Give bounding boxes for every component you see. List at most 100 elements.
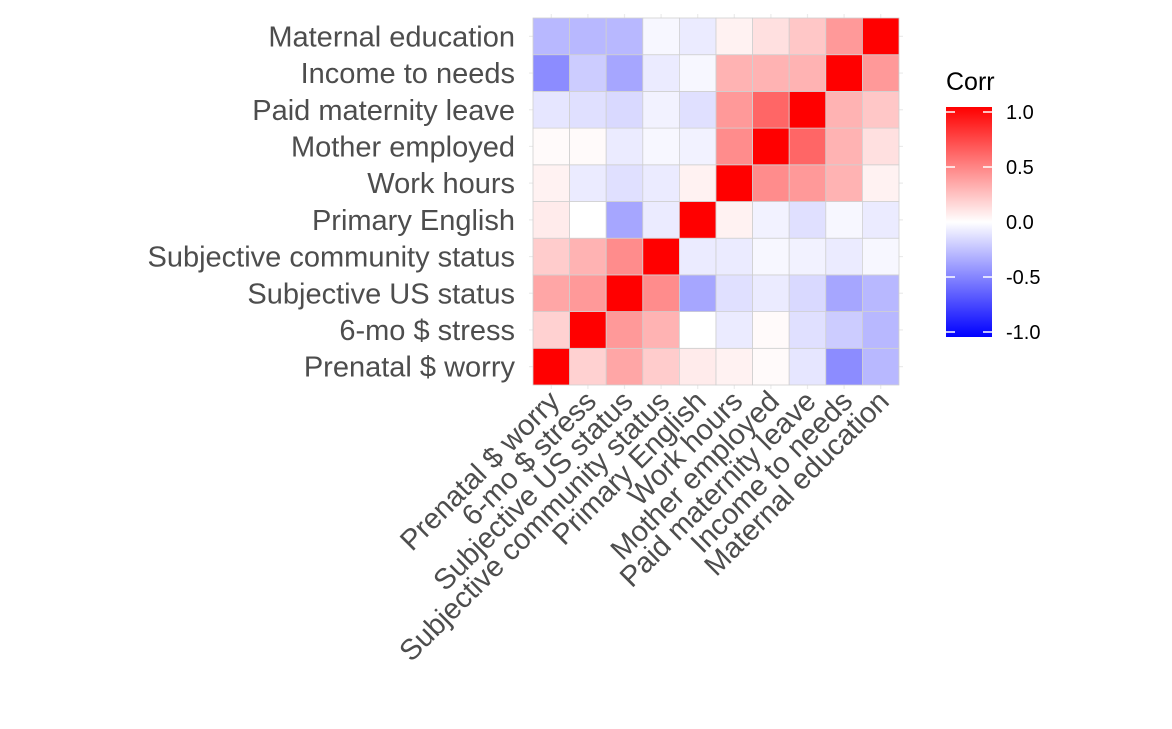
heatmap-cell bbox=[752, 17, 790, 56]
legend-tick-label: 0.5 bbox=[1006, 157, 1034, 179]
heatmap-cell bbox=[862, 201, 900, 239]
legend: Corr 1.0 0.5 0.0 -0.5 -1.0 bbox=[946, 68, 1040, 344]
heatmap-cell bbox=[679, 237, 717, 276]
heatmap-cell bbox=[752, 311, 790, 349]
heatmap-cell bbox=[862, 237, 900, 276]
heatmap-cell bbox=[605, 17, 644, 56]
heatmap-cell bbox=[642, 274, 680, 312]
heatmap-cell bbox=[532, 91, 570, 129]
heatmap-cell bbox=[715, 311, 753, 349]
heatmap-cell bbox=[788, 91, 827, 129]
y-axis-labels: Prenatal $ worry 6-mo $ stress Subjective … bbox=[148, 21, 516, 383]
heatmap-cell bbox=[825, 91, 863, 129]
heatmap-cell bbox=[679, 127, 717, 166]
heatmap-cell bbox=[788, 274, 827, 312]
heatmap-cell bbox=[825, 54, 863, 92]
heatmap-cell bbox=[605, 311, 644, 349]
heatmap-cell bbox=[715, 201, 753, 239]
heatmap-cell bbox=[825, 201, 863, 239]
heatmap-cell bbox=[569, 311, 607, 349]
heatmap-cell bbox=[642, 311, 680, 349]
heatmap-cell bbox=[642, 201, 680, 239]
heatmap-cell bbox=[569, 274, 607, 312]
legend-title: Corr bbox=[946, 68, 995, 96]
heatmap-cells bbox=[532, 17, 900, 386]
heatmap-cell bbox=[605, 201, 644, 239]
heatmap-cell bbox=[642, 17, 680, 56]
heatmap-cell bbox=[752, 54, 790, 92]
heatmap-cell bbox=[532, 127, 570, 166]
heatmap-cell bbox=[825, 347, 863, 386]
heatmap-cell bbox=[862, 17, 900, 56]
heatmap-cell bbox=[825, 237, 863, 276]
heatmap-cell bbox=[642, 237, 680, 276]
heatmap-cell bbox=[532, 201, 570, 239]
heatmap-cell bbox=[862, 311, 900, 349]
heatmap-cell bbox=[715, 237, 753, 276]
y-tick-label: Mother employed bbox=[291, 131, 515, 163]
heatmap-cell bbox=[605, 54, 644, 92]
heatmap-cell bbox=[825, 17, 863, 56]
heatmap-cell bbox=[752, 237, 790, 276]
heatmap-cell bbox=[679, 347, 717, 386]
heatmap-cell bbox=[715, 54, 753, 92]
heatmap-cell bbox=[788, 347, 827, 386]
legend-tick-label: 1.0 bbox=[1006, 102, 1034, 124]
heatmap-cell bbox=[532, 347, 570, 386]
y-tick-label: Work hours bbox=[367, 168, 515, 200]
heatmap-cell bbox=[788, 164, 827, 202]
heatmap-cell bbox=[569, 54, 607, 92]
heatmap-cell bbox=[679, 17, 717, 56]
heatmap-cell bbox=[752, 274, 790, 312]
heatmap-cell bbox=[679, 311, 717, 349]
heatmap-cell bbox=[788, 54, 827, 92]
heatmap-cell bbox=[642, 347, 680, 386]
heatmap-cell bbox=[752, 127, 790, 166]
heatmap-cell bbox=[532, 164, 570, 202]
y-tick-label: Subjective community status bbox=[148, 242, 515, 274]
heatmap-cell bbox=[605, 274, 644, 312]
heatmap-cell bbox=[605, 127, 644, 166]
heatmap-cell bbox=[715, 127, 753, 166]
heatmap-cell bbox=[788, 17, 827, 56]
heatmap-cell bbox=[752, 201, 790, 239]
heatmap-cell bbox=[679, 201, 717, 239]
heatmap-cell bbox=[715, 164, 753, 202]
heatmap-cell bbox=[642, 127, 680, 166]
y-tick-label: Maternal education bbox=[268, 21, 515, 53]
heatmap-cell bbox=[532, 237, 570, 276]
heatmap-cell bbox=[569, 17, 607, 56]
heatmap-cell bbox=[752, 164, 790, 202]
y-tick-label: Income to needs bbox=[301, 58, 515, 90]
heatmap-cell bbox=[605, 347, 644, 386]
heatmap-cell bbox=[569, 347, 607, 386]
heatmap-cell bbox=[862, 127, 900, 166]
y-tick-label: Prenatal $ worry bbox=[304, 352, 516, 384]
heatmap-cell bbox=[642, 91, 680, 129]
heatmap-cell bbox=[532, 311, 570, 349]
heatmap-cell bbox=[862, 164, 900, 202]
heatmap-cell bbox=[569, 91, 607, 129]
heatmap-cell bbox=[532, 17, 570, 56]
heatmap-cell bbox=[715, 17, 753, 56]
legend-tick-label: -1.0 bbox=[1006, 322, 1040, 344]
heatmap-cell bbox=[788, 201, 827, 239]
heatmap-cell bbox=[642, 54, 680, 92]
heatmap-cell bbox=[679, 54, 717, 92]
heatmap-cell bbox=[605, 91, 644, 129]
y-tick-label: Paid maternity leave bbox=[252, 95, 515, 127]
heatmap-cell bbox=[752, 91, 790, 129]
heatmap-cell bbox=[569, 201, 607, 239]
heatmap-cell bbox=[679, 274, 717, 312]
heatmap-cell bbox=[752, 347, 790, 386]
heatmap-cell bbox=[788, 311, 827, 349]
heatmap-cell bbox=[679, 164, 717, 202]
heatmap-cell bbox=[605, 237, 644, 276]
heatmap-cell bbox=[825, 127, 863, 166]
heatmap-cell bbox=[715, 274, 753, 312]
heatmap-cell bbox=[569, 237, 607, 276]
legend-tick-label: 0.0 bbox=[1006, 212, 1034, 234]
heatmap-cell bbox=[825, 164, 863, 202]
heatmap-cell bbox=[825, 311, 863, 349]
